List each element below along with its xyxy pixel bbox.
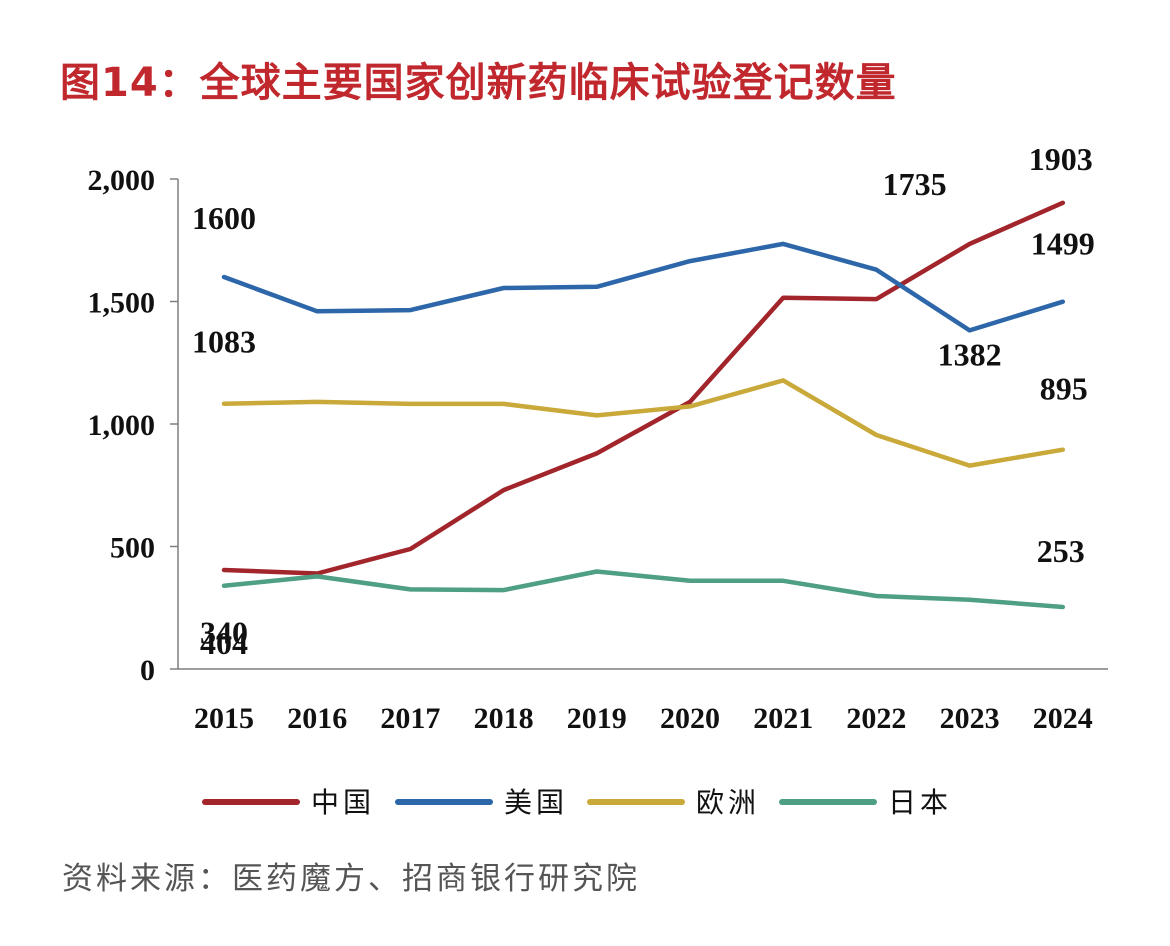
x-tick-label: 2015: [194, 702, 254, 735]
chart-title: 图14：全球主要国家创新药临床试验登记数量: [60, 60, 897, 106]
x-tick-label: 2024: [1033, 702, 1093, 735]
x-tick-label: 2017: [380, 702, 440, 735]
legend-label-中国: 中国: [311, 786, 375, 819]
data-label: 1083: [192, 324, 256, 360]
y-axis-ticks: 0 500 1,000 1,500 2,000: [88, 164, 178, 687]
series-lines: [221, 200, 1066, 610]
data-label: 1735: [883, 166, 947, 202]
data-label: 1499: [1031, 226, 1095, 262]
data-label: 404: [200, 625, 248, 661]
legend: 中国 美国 欧洲 日本: [202, 786, 952, 819]
data-label: 340: [200, 615, 248, 651]
source-note: 资料来源：医药魔方、招商银行研究院: [62, 861, 640, 897]
series-line-中国: [221, 200, 1066, 576]
data-label: 895: [1040, 371, 1088, 407]
x-tick-label: 2016: [287, 702, 347, 735]
series-line-美国: [221, 241, 1066, 333]
data-label: 1382: [938, 336, 1002, 372]
y-tick-label: 0: [140, 654, 155, 687]
x-tick-label: 2019: [567, 702, 627, 735]
data-label: 253: [1037, 533, 1085, 569]
x-tick-label: 2023: [940, 702, 1000, 735]
series-line-欧洲: [221, 378, 1066, 468]
series-line-日本: [221, 569, 1066, 610]
x-tick-label: 2022: [846, 702, 906, 735]
data-label: 1600: [192, 200, 256, 236]
x-tick-label: 2018: [474, 702, 534, 735]
chart-axes: [177, 179, 1108, 670]
legend-label-美国: 美国: [504, 786, 568, 819]
x-tick-label: 2020: [660, 702, 720, 735]
y-tick-label: 1,000: [88, 409, 156, 442]
y-tick-label: 2,000: [88, 164, 156, 197]
x-axis-ticks: 2015 2016 2017 2018 2019 2020 2021 2022 2023 2024: [194, 702, 1093, 735]
data-label: 1903: [1029, 141, 1093, 177]
x-tick-label: 2021: [753, 702, 813, 735]
legend-label-欧洲: 欧洲: [696, 786, 760, 819]
legend-label-日本: 日本: [888, 786, 952, 819]
y-tick-label: 500: [110, 532, 155, 565]
y-tick-label: 1,500: [88, 287, 156, 320]
